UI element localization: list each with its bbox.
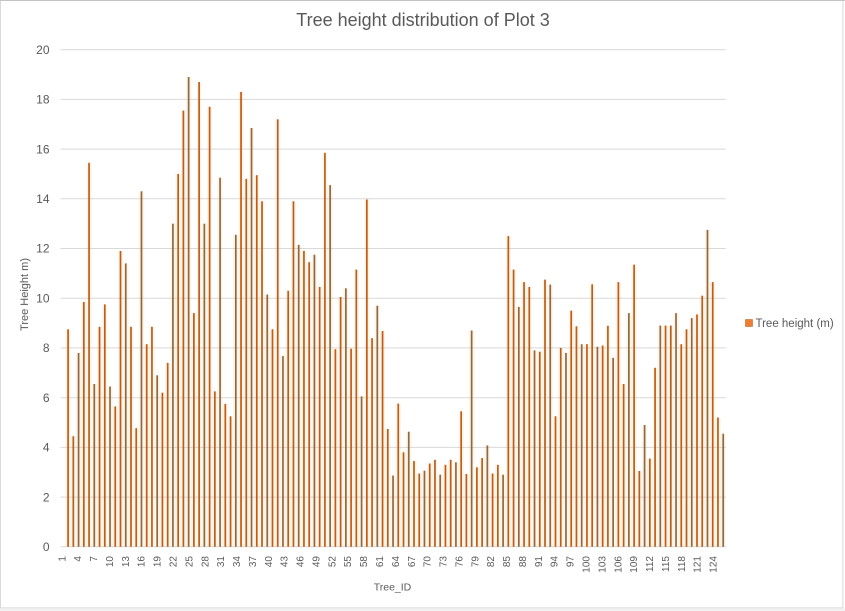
svg-text:124: 124 (709, 556, 720, 573)
svg-text:64: 64 (391, 556, 402, 568)
svg-text:52: 52 (327, 556, 338, 568)
svg-text:28: 28 (200, 556, 211, 568)
svg-text:34: 34 (232, 556, 243, 568)
svg-text:97: 97 (566, 556, 577, 568)
svg-text:76: 76 (454, 556, 465, 568)
svg-text:4: 4 (73, 556, 84, 562)
svg-text:85: 85 (502, 556, 513, 568)
svg-text:82: 82 (486, 556, 497, 568)
svg-text:13: 13 (121, 556, 132, 568)
svg-text:1: 1 (57, 556, 68, 562)
svg-text:88: 88 (518, 556, 529, 568)
svg-text:10: 10 (105, 556, 116, 568)
svg-text:31: 31 (216, 556, 227, 568)
svg-text:16: 16 (137, 556, 148, 568)
svg-text:18: 18 (36, 93, 50, 107)
svg-text:37: 37 (248, 556, 259, 568)
svg-text:58: 58 (359, 556, 370, 568)
svg-text:70: 70 (423, 556, 434, 568)
svg-text:Tree height (m): Tree height (m) (756, 318, 834, 330)
svg-text:14: 14 (36, 192, 50, 206)
svg-text:112: 112 (645, 556, 656, 572)
svg-text:20: 20 (36, 43, 50, 57)
svg-text:2: 2 (43, 490, 50, 504)
svg-text:109: 109 (629, 556, 640, 573)
svg-text:73: 73 (439, 556, 450, 568)
svg-text:49: 49 (312, 556, 323, 568)
svg-text:8: 8 (43, 341, 50, 355)
svg-text:16: 16 (36, 142, 50, 156)
svg-text:55: 55 (343, 556, 354, 568)
svg-text:118: 118 (677, 556, 688, 572)
svg-text:40: 40 (264, 556, 275, 568)
svg-text:12: 12 (36, 242, 50, 256)
svg-text:10: 10 (36, 291, 50, 305)
svg-text:4: 4 (43, 441, 50, 455)
svg-text:106: 106 (613, 556, 624, 573)
svg-text:46: 46 (296, 556, 307, 568)
svg-text:91: 91 (534, 556, 545, 568)
svg-text:61: 61 (375, 556, 386, 568)
svg-text:79: 79 (470, 556, 481, 568)
svg-text:Tree height distribution of Pl: Tree height distribution of Plot 3 (296, 10, 549, 30)
svg-text:100: 100 (582, 556, 593, 573)
svg-text:22: 22 (169, 556, 180, 568)
svg-text:67: 67 (407, 556, 418, 568)
svg-text:Tree Height m): Tree Height m) (19, 258, 31, 331)
svg-text:103: 103 (597, 556, 608, 573)
svg-text:25: 25 (184, 556, 195, 568)
svg-text:115: 115 (661, 556, 672, 572)
svg-text:94: 94 (550, 556, 561, 568)
svg-text:6: 6 (43, 391, 50, 405)
svg-text:19: 19 (153, 556, 164, 568)
svg-text:121: 121 (693, 556, 704, 573)
svg-text:7: 7 (89, 556, 100, 562)
svg-text:Tree_ID: Tree_ID (374, 582, 412, 594)
svg-text:0: 0 (43, 540, 50, 554)
svg-text:43: 43 (280, 556, 291, 568)
